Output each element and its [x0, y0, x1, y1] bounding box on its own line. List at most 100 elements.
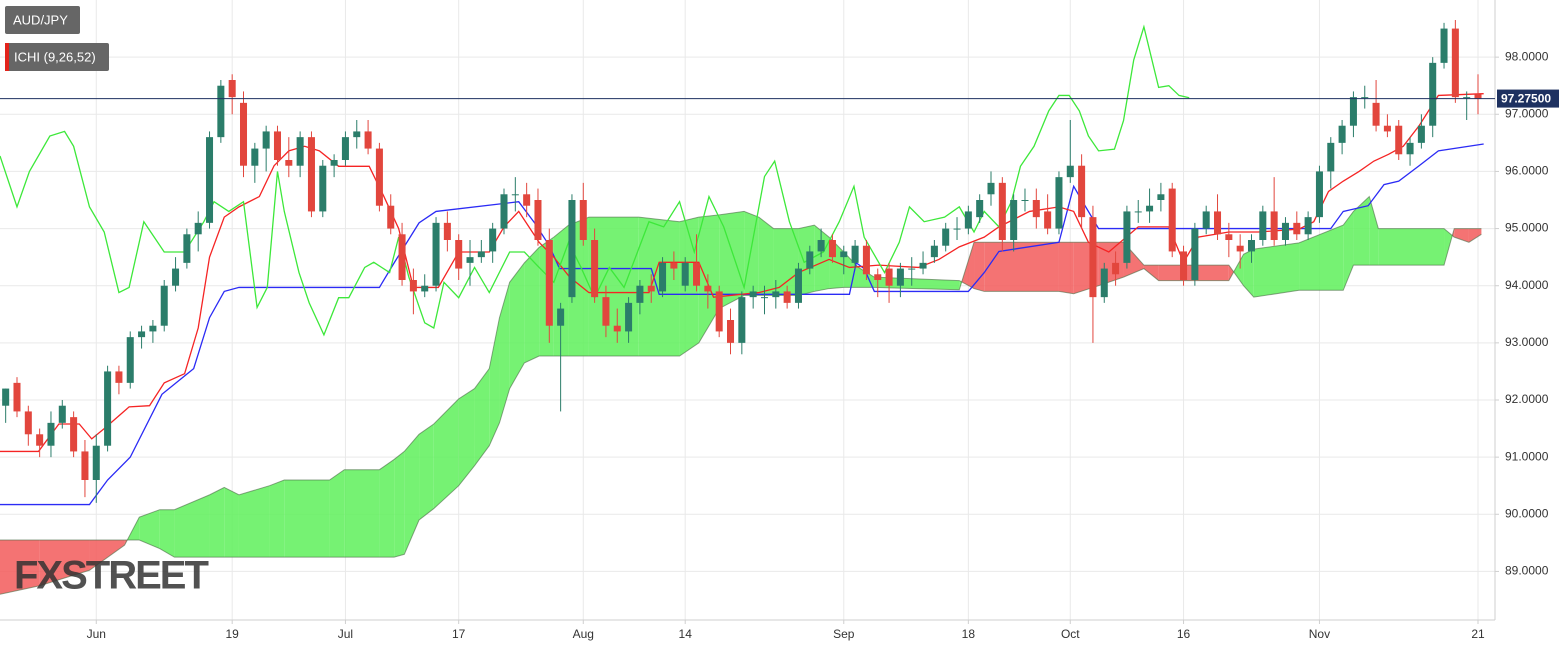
candle-body	[375, 148, 383, 206]
candle-body	[964, 211, 972, 229]
cloud-segment	[1253, 242, 1300, 298]
candle-body	[1247, 240, 1256, 252]
candle-body	[511, 194, 519, 196]
y-tick-label: 90.0000	[1505, 506, 1549, 520]
candle-body	[1383, 125, 1391, 132]
y-tick-label: 95.0000	[1505, 221, 1549, 235]
candle-body	[24, 411, 32, 435]
cloud-segment	[419, 424, 434, 520]
cloud-segment	[758, 217, 774, 296]
candle-body	[1429, 62, 1437, 126]
candle-body	[670, 262, 678, 269]
candle-body	[466, 257, 474, 263]
legend-indicator: ICHI (9,26,52)	[14, 49, 96, 64]
candle-body	[398, 234, 406, 280]
cloud-segment	[524, 247, 540, 363]
cloud-segment	[284, 480, 330, 558]
y-tick-label: 91.0000	[1505, 449, 1549, 463]
cloud-segment	[458, 388, 475, 486]
cloud-segment	[174, 494, 210, 558]
cloud-segment	[553, 225, 569, 356]
cloud-segment	[773, 228, 799, 296]
candle-body	[1021, 200, 1029, 201]
candle-body	[806, 251, 814, 269]
watermark: FXSTREET	[14, 554, 208, 598]
candle-body	[817, 240, 825, 252]
candle-body	[1112, 262, 1120, 275]
legend-marker	[5, 43, 9, 71]
candle-body	[455, 240, 463, 269]
candle-body	[738, 297, 746, 343]
candle-body	[217, 85, 225, 138]
candle-body	[794, 268, 802, 303]
candle-body	[930, 245, 938, 258]
candle-body	[1293, 222, 1301, 235]
x-tick-label: Aug	[573, 627, 594, 641]
legend-box	[5, 43, 109, 71]
candle-body	[613, 325, 621, 332]
candle-body	[387, 205, 395, 229]
cloud-segment	[224, 487, 239, 558]
candle-body	[1032, 200, 1040, 218]
candle-body	[760, 297, 768, 299]
candle-body	[1078, 165, 1086, 218]
legend-symbol: AUD/JPY	[13, 12, 68, 27]
candle-body	[1123, 211, 1131, 263]
candle-body	[772, 291, 780, 298]
legend: AUD/JPY ICHI (9,26,52)	[5, 6, 109, 71]
candle-body	[1327, 142, 1335, 172]
candle-body	[998, 182, 1006, 240]
candle-body	[591, 240, 599, 298]
candle-body	[602, 297, 610, 326]
cloud-segment	[1058, 242, 1074, 294]
candle-body	[432, 222, 440, 286]
candle-body	[273, 131, 281, 160]
cloud-segment	[433, 398, 459, 509]
cloud-segment	[269, 480, 285, 558]
candle-body	[251, 148, 259, 166]
last-price-label: 97.27500	[1501, 92, 1551, 106]
candle-body	[183, 234, 191, 263]
candle-body	[1100, 268, 1108, 298]
x-tick-label: Oct	[1061, 627, 1080, 641]
x-tick-label: Sep	[833, 627, 855, 641]
cloud-segment	[379, 459, 395, 558]
cloud-segment	[1378, 228, 1445, 266]
candle-body	[319, 165, 327, 212]
candle-body	[70, 417, 78, 452]
candle-body	[364, 131, 372, 149]
candle-body	[1236, 245, 1244, 252]
candle-body	[1474, 94, 1482, 99]
candle-body	[1463, 97, 1471, 99]
candle-body	[1134, 211, 1142, 213]
candle-body	[443, 222, 451, 240]
candle-body	[636, 285, 644, 303]
candle-body	[353, 131, 361, 138]
cloud-segment	[344, 469, 380, 558]
candle-body	[727, 320, 735, 343]
candle-body	[138, 331, 146, 338]
candle-body	[1225, 234, 1233, 240]
candle-body	[953, 228, 961, 230]
candle-body	[1259, 211, 1267, 240]
candle-body	[1270, 211, 1278, 240]
candle-body	[104, 371, 112, 446]
cloud-segment	[39, 540, 90, 586]
candles	[2, 20, 1482, 503]
y-tick-label: 98.0000	[1505, 49, 1549, 63]
candle-body	[896, 268, 904, 286]
y-tick-label: 92.0000	[1505, 392, 1549, 406]
cloud-segment	[209, 487, 225, 558]
candle-body	[421, 285, 429, 292]
candle-body	[874, 274, 882, 280]
candle-body	[693, 262, 701, 286]
x-tick-label: Jul	[338, 627, 353, 641]
candle-body	[1146, 205, 1154, 212]
candle-body	[523, 194, 531, 206]
cloud-segment	[0, 540, 40, 595]
candle-body	[194, 222, 202, 235]
candle-body	[625, 302, 633, 332]
legend-box	[5, 6, 80, 34]
cloud-segment	[1353, 196, 1370, 266]
